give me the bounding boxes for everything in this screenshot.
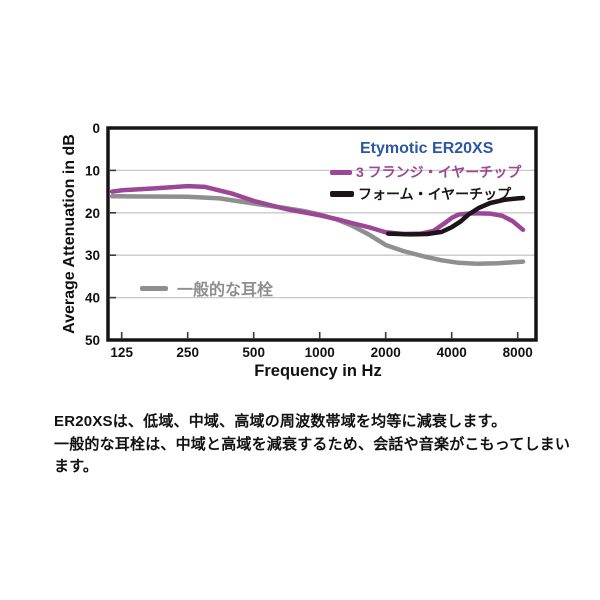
x-tick-label: 125 bbox=[110, 345, 133, 360]
foam-line-swatch bbox=[330, 191, 354, 197]
description: ER20XSは、低域、中域、高域の周波数帯域を均等に減衰します。 一般的な耳栓は… bbox=[54, 411, 584, 479]
legend-label-flange: 3 フランジ・イヤーチップ bbox=[356, 164, 522, 180]
y-tick-label: 50 bbox=[85, 333, 100, 348]
y-tick-label: 40 bbox=[85, 291, 100, 306]
x-tick-label: 500 bbox=[242, 345, 265, 360]
y-tick-label: 30 bbox=[85, 248, 100, 263]
y-tick-label: 20 bbox=[85, 206, 100, 221]
plot-frame bbox=[106, 126, 538, 342]
generic-earplug-label: 一般的な耳栓 bbox=[177, 282, 274, 299]
generic-earplug-annotation: 一般的な耳栓 bbox=[140, 276, 273, 300]
x-tick-label: 8000 bbox=[503, 345, 533, 360]
series-line-1 bbox=[385, 195, 526, 237]
y-tick-label: 10 bbox=[85, 163, 100, 178]
legend-item-foam: フォーム・イヤーチップ bbox=[330, 184, 511, 204]
generic-earplug-line-swatch bbox=[140, 285, 168, 291]
x-tick-label: 1000 bbox=[305, 345, 335, 360]
legend-label-foam: フォーム・イヤーチップ bbox=[358, 186, 512, 202]
x-tick-label: 4000 bbox=[437, 345, 467, 360]
x-tick-label: 2000 bbox=[371, 345, 401, 360]
x-tick-label: 250 bbox=[176, 345, 199, 360]
attenuation-chart: 125 250 500 1000 2000 4000 8000 0 10 20 30 40 50 bbox=[85, 121, 538, 360]
series-line-2 bbox=[109, 194, 526, 266]
y-tick-label: 0 bbox=[92, 121, 100, 136]
legend-item-flange: 3 フランジ・イヤーチップ bbox=[330, 162, 521, 182]
description-line1: ER20XSは、低域、中域、高域の周波数帯域を均等に減衰します。 bbox=[54, 413, 507, 430]
flange-line-swatch bbox=[330, 169, 352, 175]
x-axis-title: Frequency in Hz bbox=[254, 362, 382, 380]
chart-title: Etymotic ER20XS bbox=[360, 140, 494, 157]
y-axis-title: Average Attenuation in dB bbox=[61, 134, 78, 334]
description-line2: 一般的な耳栓は、中域と高域を減衰するため、会話や音楽がこもってしまいます。 bbox=[54, 435, 571, 476]
